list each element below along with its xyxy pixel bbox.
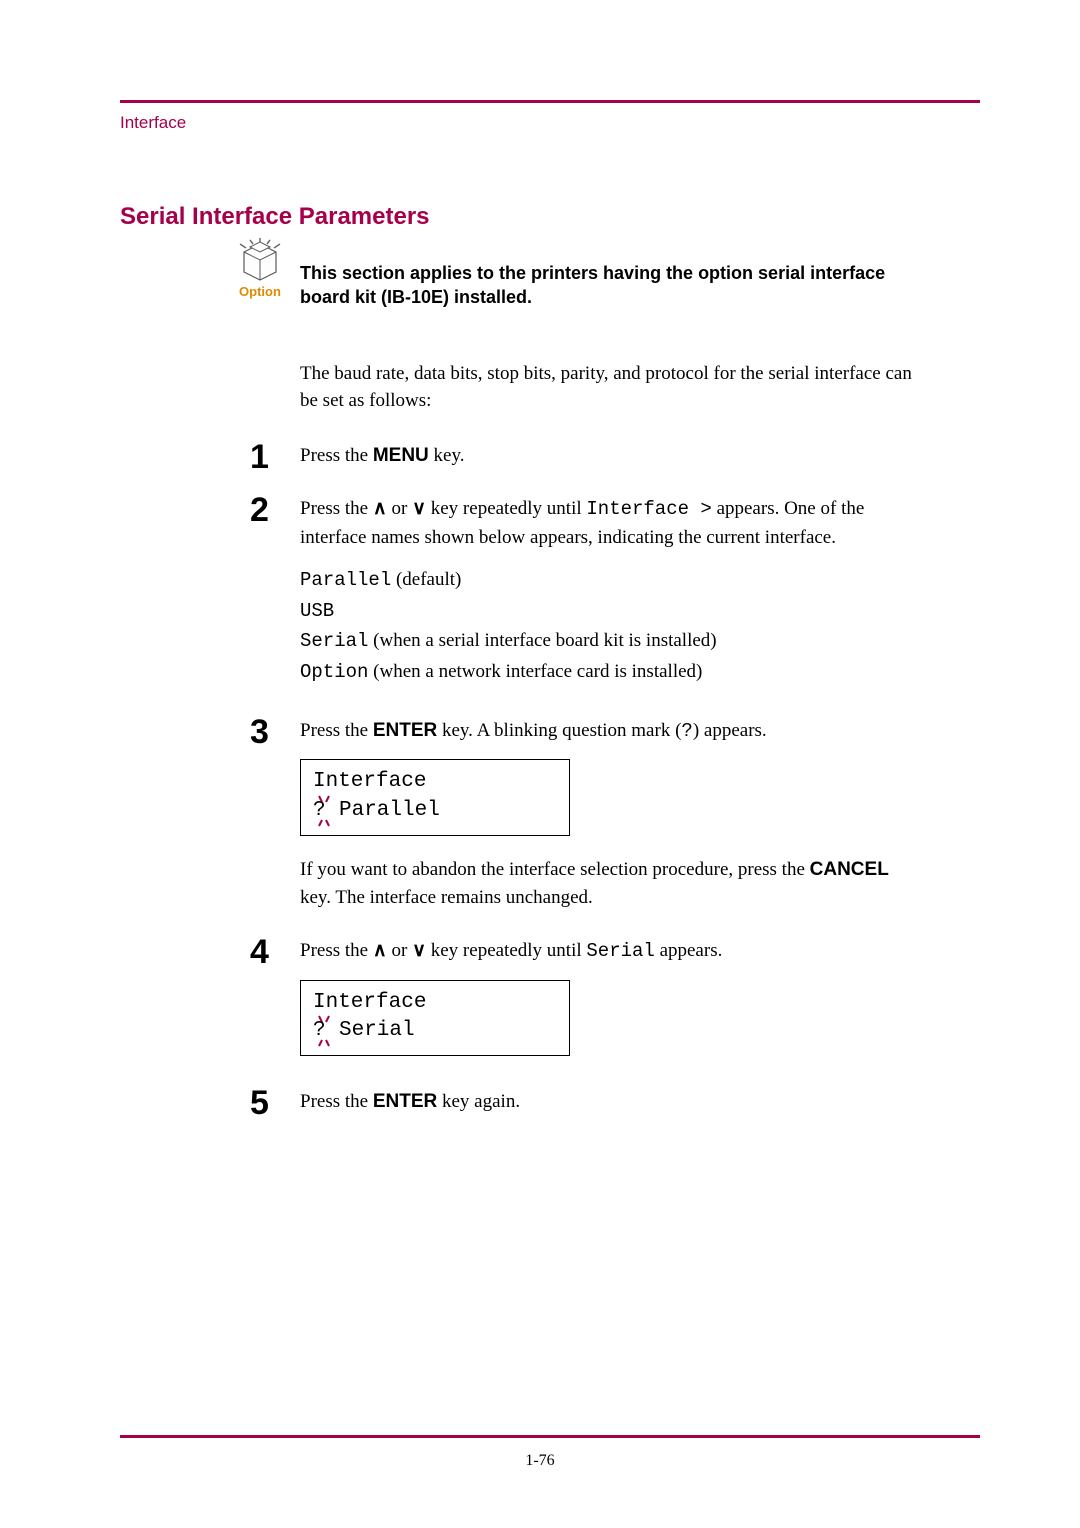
text: key. The interface remains unchanged. bbox=[300, 887, 593, 908]
step-number: 3 bbox=[250, 715, 300, 749]
up-arrow-icon: ∧ bbox=[373, 940, 387, 961]
text: key again. bbox=[437, 1091, 520, 1112]
step-4: 4 Press the ∧ or ∨ key repeatedly until … bbox=[300, 935, 920, 1076]
text: Press the bbox=[300, 445, 373, 466]
display-line1: Interface bbox=[313, 989, 557, 1017]
page-number: 1-76 bbox=[0, 1452, 1080, 1470]
enter-key-label: ENTER bbox=[373, 720, 437, 741]
text: or bbox=[387, 940, 412, 961]
step-body: Press the ∧ or ∨ key repeatedly until In… bbox=[300, 493, 920, 705]
serial-code: Serial bbox=[586, 940, 654, 962]
step-body: Press the MENU key. bbox=[300, 440, 920, 484]
step-1: 1 Press the MENU key. bbox=[300, 440, 920, 484]
option-icon-block: Option bbox=[230, 238, 290, 299]
intro-text: The baud rate, data bits, stop bits, par… bbox=[300, 360, 920, 415]
opt-usb: USB bbox=[300, 600, 334, 622]
display-value: Serial bbox=[339, 1019, 415, 1042]
text: or bbox=[387, 498, 412, 519]
step-number: 2 bbox=[250, 493, 300, 527]
text: appears. bbox=[655, 940, 723, 961]
option-icon-label: Option bbox=[230, 284, 290, 299]
interface-options-list: Parallel (default) USB Serial (when a se… bbox=[300, 565, 920, 687]
top-rule bbox=[120, 100, 980, 103]
down-arrow-icon: ∨ bbox=[412, 940, 426, 961]
step-number: 5 bbox=[250, 1086, 300, 1120]
display-line1: Interface bbox=[313, 768, 557, 796]
interface-code: Interface > bbox=[586, 498, 711, 520]
step-5: 5 Press the ENTER key again. bbox=[300, 1086, 920, 1130]
down-arrow-icon: ∨ bbox=[412, 498, 426, 519]
text: Press the bbox=[300, 1091, 373, 1112]
section-title: Serial Interface Parameters bbox=[120, 203, 980, 231]
text: Press the bbox=[300, 940, 373, 961]
text: key. A blinking question mark ( bbox=[437, 720, 681, 741]
text: ) appears. bbox=[693, 720, 767, 741]
blinking-question-mark: ? bbox=[313, 797, 326, 825]
opt-parallel: Parallel bbox=[300, 569, 391, 591]
step-3: 3 Press the ENTER key. A blinking questi… bbox=[300, 715, 920, 925]
blinking-question-mark: ? bbox=[313, 1017, 326, 1045]
step-body: Press the ∧ or ∨ key repeatedly until Se… bbox=[300, 935, 920, 1076]
opt-serial-note: (when a serial interface board kit is in… bbox=[368, 630, 716, 651]
step-body: Press the ENTER key again. bbox=[300, 1086, 920, 1130]
text: Press the bbox=[300, 720, 373, 741]
option-box-icon bbox=[236, 238, 284, 282]
intro-bold: This section applies to the printers hav… bbox=[300, 261, 920, 310]
document-page: Interface Serial Interface Parameters Op… bbox=[0, 0, 1080, 1528]
content-column: This section applies to the printers hav… bbox=[300, 261, 920, 1130]
question-mark-code: ? bbox=[681, 720, 692, 742]
text: If you want to abandon the interface sel… bbox=[300, 859, 810, 880]
enter-key-label: ENTER bbox=[373, 1091, 437, 1112]
header-section-label: Interface bbox=[120, 113, 980, 133]
text: key repeatedly until bbox=[426, 498, 586, 519]
opt-option: Option bbox=[300, 661, 368, 683]
cancel-key-label: CANCEL bbox=[810, 859, 889, 880]
printer-display-box: Interface ? Serial bbox=[300, 980, 570, 1057]
up-arrow-icon: ∧ bbox=[373, 498, 387, 519]
text: Press the bbox=[300, 498, 373, 519]
bottom-rule bbox=[120, 1435, 980, 1438]
menu-key-label: MENU bbox=[373, 445, 429, 466]
step-number: 4 bbox=[250, 935, 300, 969]
step-body: Press the ENTER key. A blinking question… bbox=[300, 715, 920, 925]
opt-parallel-note: (default) bbox=[391, 569, 461, 590]
opt-option-note: (when a network interface card is instal… bbox=[368, 661, 702, 682]
opt-serial: Serial bbox=[300, 630, 368, 652]
display-value: Parallel bbox=[339, 799, 440, 822]
step-2: 2 Press the ∧ or ∨ key repeatedly until … bbox=[300, 493, 920, 705]
text: key. bbox=[429, 445, 465, 466]
text: key repeatedly until bbox=[426, 940, 586, 961]
step-number: 1 bbox=[250, 440, 300, 474]
printer-display-box: Interface ? Parallel bbox=[300, 759, 570, 836]
